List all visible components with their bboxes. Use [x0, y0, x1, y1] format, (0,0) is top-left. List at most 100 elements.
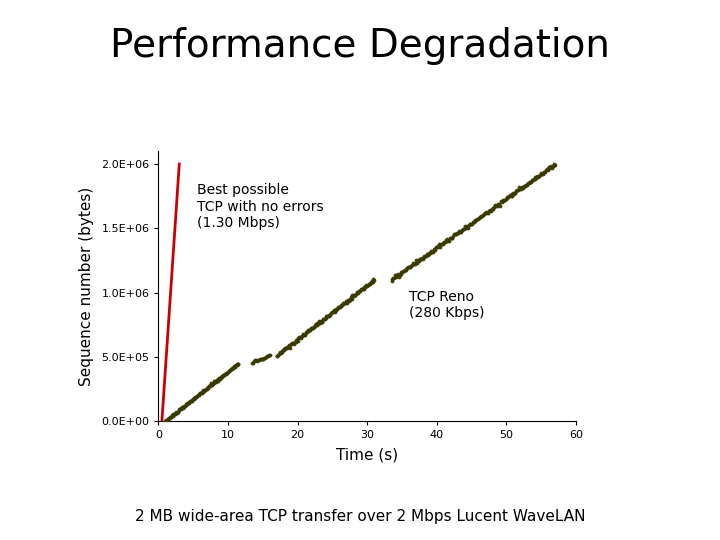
Point — [264, 350, 276, 359]
Point — [477, 211, 489, 220]
Point — [457, 225, 469, 234]
Point — [298, 330, 310, 339]
Point — [289, 339, 300, 347]
Point — [303, 326, 315, 335]
Point — [330, 305, 341, 314]
Point — [343, 296, 355, 305]
Point — [367, 278, 379, 286]
Point — [163, 414, 175, 422]
Point — [541, 165, 553, 173]
Point — [231, 360, 243, 369]
Point — [369, 275, 380, 284]
Point — [341, 298, 353, 307]
Point — [487, 204, 498, 212]
Point — [179, 402, 190, 411]
Y-axis label: Sequence number (bytes): Sequence number (bytes) — [79, 187, 94, 386]
Point — [229, 362, 240, 371]
Point — [404, 263, 415, 272]
Point — [544, 163, 555, 171]
Point — [449, 230, 460, 239]
Point — [179, 401, 191, 410]
Point — [176, 403, 188, 411]
Point — [386, 276, 397, 285]
Point — [187, 395, 199, 404]
Point — [318, 314, 329, 323]
Point — [199, 386, 210, 394]
Point — [205, 381, 217, 389]
Point — [207, 379, 218, 388]
Point — [202, 384, 213, 393]
Point — [547, 161, 559, 170]
Point — [490, 201, 502, 210]
Point — [395, 269, 406, 278]
Point — [219, 370, 230, 379]
Point — [321, 312, 333, 320]
Point — [365, 279, 377, 287]
Point — [300, 328, 312, 336]
Point — [487, 205, 499, 213]
Point — [351, 289, 362, 298]
Point — [231, 361, 243, 369]
Point — [261, 353, 272, 362]
Point — [256, 355, 267, 363]
Point — [291, 336, 302, 345]
Point — [272, 350, 284, 359]
Point — [366, 278, 377, 286]
Point — [212, 375, 224, 384]
Point — [197, 388, 209, 396]
Point — [491, 202, 503, 211]
Point — [186, 396, 198, 404]
Point — [320, 313, 331, 322]
Point — [164, 414, 176, 422]
Text: 2 MB wide-area TCP transfer over 2 Mbps Lucent WaveLAN: 2 MB wide-area TCP transfer over 2 Mbps … — [135, 509, 585, 524]
Point — [189, 393, 201, 402]
Point — [498, 195, 509, 204]
Point — [501, 193, 513, 202]
Point — [182, 399, 194, 408]
Point — [210, 376, 222, 385]
Point — [513, 183, 525, 192]
Point — [426, 247, 438, 256]
Point — [453, 227, 464, 235]
Point — [347, 291, 359, 300]
Point — [189, 394, 200, 402]
Point — [290, 337, 302, 346]
Point — [524, 178, 536, 186]
Point — [496, 198, 508, 207]
Point — [181, 399, 193, 408]
Point — [310, 320, 322, 329]
Point — [326, 307, 338, 316]
Text: TCP Reno
(280 Kbps): TCP Reno (280 Kbps) — [409, 290, 485, 320]
Point — [516, 184, 527, 192]
Point — [406, 261, 418, 269]
Point — [412, 255, 423, 264]
Point — [454, 228, 466, 237]
Point — [336, 301, 347, 309]
Point — [328, 306, 339, 315]
Point — [469, 217, 481, 225]
Point — [188, 395, 199, 403]
Point — [259, 354, 271, 362]
Point — [536, 168, 547, 177]
Point — [206, 381, 217, 389]
Point — [521, 180, 533, 189]
Point — [185, 397, 197, 406]
Point — [199, 386, 211, 394]
Point — [489, 202, 500, 211]
Point — [521, 180, 532, 189]
Point — [431, 242, 443, 251]
Point — [307, 324, 319, 333]
Point — [221, 368, 233, 377]
Point — [190, 393, 202, 401]
Point — [249, 356, 261, 364]
Point — [356, 285, 367, 294]
Point — [358, 284, 369, 293]
Point — [440, 236, 451, 245]
Point — [323, 310, 335, 319]
Point — [348, 291, 360, 300]
Point — [297, 330, 308, 339]
Point — [500, 195, 512, 204]
Point — [391, 271, 402, 280]
Point — [402, 264, 413, 272]
Point — [166, 412, 177, 421]
